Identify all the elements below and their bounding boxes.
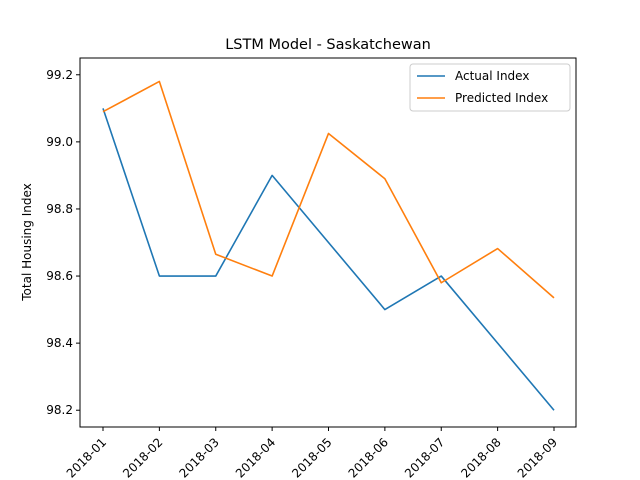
series-layer (102, 80, 555, 411)
chart-title: LSTM Model - Saskatchewan (225, 37, 431, 53)
x-tick-label: 2018-03 (177, 435, 222, 480)
x-tick-label: 2018-02 (120, 435, 165, 480)
x-tick-label: 2018-05 (289, 435, 334, 480)
x-tick-label: 2018-07 (402, 435, 447, 480)
y-tick-label: 98.2 (46, 403, 73, 417)
x-tick-label: 2018-08 (458, 435, 503, 480)
legend-label-1: Predicted Index (455, 91, 548, 105)
x-tick-label: 2018-09 (515, 435, 560, 480)
x-tick-label: 2018-04 (233, 435, 278, 480)
x-tick-label: 2018-06 (346, 435, 391, 480)
x-tick-label: 2018-01 (64, 435, 109, 480)
y-tick-label: 99.0 (46, 135, 73, 149)
y-tick-label: 98.8 (46, 202, 73, 216)
y-tick-label: 98.6 (46, 269, 73, 283)
legend: Actual Index Predicted Index (409, 63, 571, 112)
series-line-1 (102, 80, 555, 299)
y-tick-label: 99.2 (46, 68, 73, 82)
legend-label-0: Actual Index (455, 69, 529, 83)
y-axis-title: Total Housing Index (20, 183, 34, 301)
x-axis: 2018-01 2018-02 2018-03 2018-04 2018-05 2018-… (64, 427, 560, 480)
legend-frame (409, 63, 571, 112)
series-line-0 (102, 108, 555, 411)
y-axis: 98.2 98.4 98.6 98.8 99.0 99.2 (46, 68, 80, 417)
y-tick-label: 98.4 (46, 336, 73, 350)
